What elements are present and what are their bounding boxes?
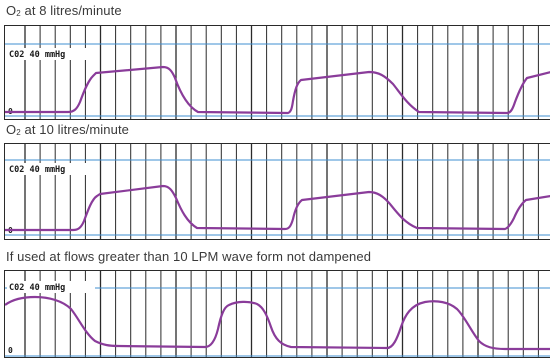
panel-2-caption-prefix: O [6,122,17,137]
panel-3-caption: If used at flows greater than 10 LPM wav… [6,249,371,264]
co2-scale-label: C02 40 mmHg [9,283,65,293]
zero-label: 0 [8,346,13,355]
co2-scale-label: C02 40 mmHg [9,50,65,60]
capnography-trace-2: C02 40 mmHg 0 [5,144,550,239]
capnography-strip-2: C02 40 mmHg 0 [4,143,550,240]
co2-waveform [5,184,550,232]
panel-3-caption-prefix: If used at flows greater than 10 LPM wav… [6,249,372,264]
panel-2-caption: O2 at 10 litres/minute [6,122,129,137]
vertical-gridlines [24,271,539,357]
co2-waveform [5,65,550,115]
vertical-gridlines [24,144,539,239]
capnography-trace-3: C02 40 mmHg 0 [5,271,550,357]
panel-1-caption-prefix: O [6,3,17,18]
panel-1-caption-subscript: 2 [16,9,21,18]
capnography-trace-1: C02 40 mmHg 0 [5,26,550,119]
co2-scale-label: C02 40 mmHg [9,165,65,175]
panel-2-caption-subscript: 2 [16,128,21,137]
panel-1-caption-rest: at 8 litres/minute [20,3,122,18]
capnography-strip-3: C02 40 mmHg 0 [4,270,550,358]
capnography-strip-1: C02 40 mmHg 0 [4,25,550,120]
co2-waveform [5,295,550,351]
panel-2-caption-rest: at 10 litres/minute [20,122,129,137]
panel-1-caption: O2 at 8 litres/minute [6,3,122,18]
vertical-gridlines [24,26,539,119]
